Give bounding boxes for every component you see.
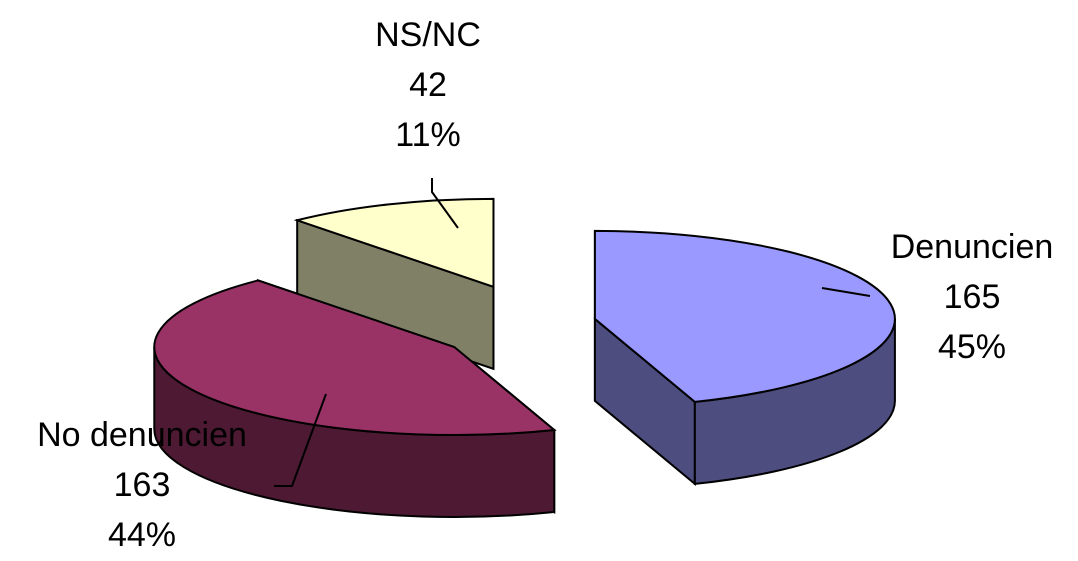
pie-slice-ns-nc xyxy=(293,197,495,289)
data-label-category-denuncien: Denuncien xyxy=(891,228,1054,266)
data-label-percent-ns-nc: 11% xyxy=(395,116,461,154)
pie-slice-denuncien xyxy=(593,229,896,403)
leader-lines xyxy=(274,178,871,487)
data-label-percent-denuncien: 45% xyxy=(938,328,1006,366)
data-label-category-ns-nc: NS/NC xyxy=(375,16,481,54)
data-label-value-no-denuncien: 163 xyxy=(114,466,171,504)
pie-slice-no-denuncien xyxy=(153,279,557,437)
data-labels: Denuncien 165 45% No denuncien 163 44% NS/NC 42… xyxy=(37,16,1053,554)
data-label-value-ns-nc: 42 xyxy=(409,66,447,104)
data-label-percent-no-denuncien: 44% xyxy=(108,516,176,554)
leader-line-denuncien xyxy=(821,287,871,297)
data-label-category-no-denuncien: No denuncien xyxy=(37,416,247,454)
data-label-value-denuncien: 165 xyxy=(944,278,1001,316)
leader-line-ns-nc xyxy=(431,178,459,229)
leader-line-no-denuncien xyxy=(274,393,327,487)
pie-tops xyxy=(153,197,896,437)
